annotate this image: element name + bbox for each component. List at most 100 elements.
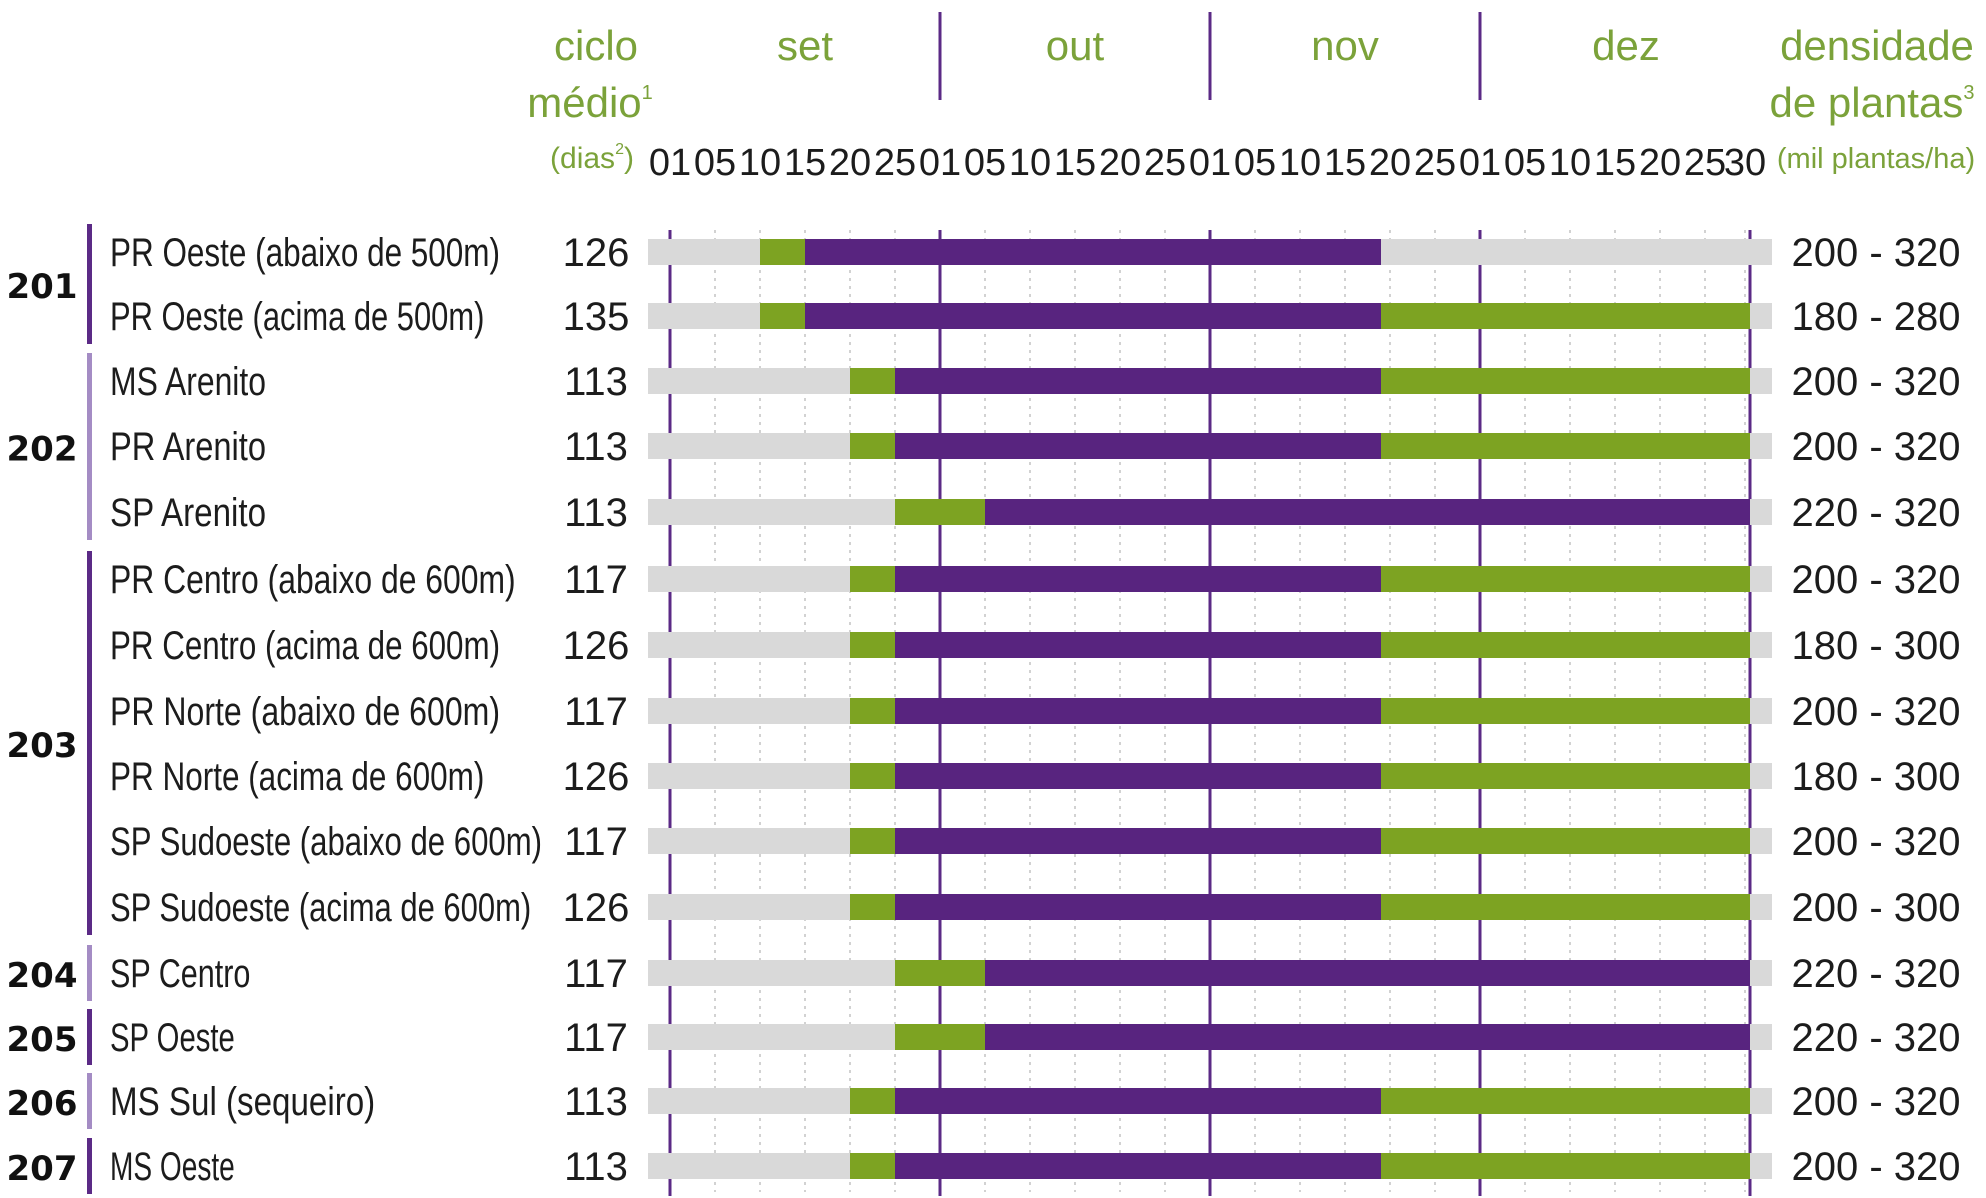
tick-label: 20	[1099, 142, 1141, 184]
ciclo-value: 117	[564, 690, 628, 734]
preferred-window-bar	[895, 763, 1381, 789]
region-label: SP Oeste	[110, 1016, 235, 1060]
tick-label: 30	[1724, 142, 1766, 184]
ciclo-value: 113	[564, 360, 628, 404]
ciclo-header-line1: ciclo	[554, 22, 638, 69]
group-bracket	[87, 1009, 92, 1065]
month-label-nov: nov	[1311, 22, 1379, 69]
bar-row: PR Arenito 113 200 - 320	[110, 425, 1961, 469]
tick-label: 01	[1189, 142, 1231, 184]
preferred-window-bar	[985, 499, 1750, 525]
region-label: PR Centro (abaixo de 600m)	[110, 558, 516, 602]
group-bracket	[87, 945, 92, 1001]
bar-row: SP Centro 117 220 - 320	[110, 952, 1961, 996]
group-label: 203	[7, 726, 78, 766]
tick-label: 05	[964, 142, 1006, 184]
region-label: MS Sul (sequeiro)	[110, 1080, 375, 1124]
preferred-window-bar	[895, 433, 1381, 459]
ciclo-value: 113	[564, 1080, 628, 1124]
ciclo-value: 135	[563, 295, 630, 339]
group-bracket	[87, 224, 92, 344]
tick-label: 15	[784, 142, 826, 184]
densidade-value: 180 - 300	[1791, 755, 1960, 799]
region-label: SP Centro	[110, 952, 250, 996]
tick-label: 01	[649, 142, 691, 184]
preferred-window-bar	[805, 303, 1381, 329]
densidade-value: 180 - 300	[1791, 624, 1960, 668]
densidade-value: 200 - 320	[1791, 360, 1960, 404]
tick-label: 25	[1144, 142, 1186, 184]
group-label: 205	[7, 1020, 78, 1060]
group-label: 204	[7, 956, 78, 996]
region-label: PR Norte (acima de 600m)	[110, 755, 484, 799]
preferred-window-bar	[895, 1153, 1381, 1179]
bar-row: PR Norte (acima de 600m) 126 180 - 300	[110, 755, 1961, 799]
grid	[668, 12, 1752, 1196]
preferred-window-bar	[895, 894, 1381, 920]
densidade-value: 220 - 320	[1791, 952, 1960, 996]
tick-label: 20	[1369, 142, 1411, 184]
region-label: PR Centro (acima de 600m)	[110, 624, 500, 668]
ciclo-value: 126	[563, 624, 630, 668]
ciclo-value: 117	[564, 820, 628, 864]
bar-row: MS Sul (sequeiro) 113 200 - 320	[110, 1080, 1961, 1124]
densidade-value: 200 - 320	[1791, 425, 1960, 469]
tick-label: 15	[1594, 142, 1636, 184]
region-label: SP Sudoeste (acima de 600m)	[110, 886, 531, 930]
densidade-header-line2: de plantas3	[1770, 79, 1975, 126]
densidade-value: 200 - 300	[1791, 886, 1960, 930]
bar-row: PR Oeste (abaixo de 500m) 126 200 - 320	[110, 231, 1961, 275]
ciclo-value: 126	[563, 886, 630, 930]
bar-row: MS Arenito 113 200 - 320	[110, 360, 1961, 404]
tick-label: 10	[1009, 142, 1051, 184]
region-label: MS Oeste	[110, 1145, 235, 1189]
densidade-header-line3: (mil plantas/ha)	[1777, 143, 1975, 175]
month-label-out: out	[1046, 22, 1105, 69]
ciclo-value: 113	[564, 491, 628, 535]
ciclo-value: 117	[564, 952, 628, 996]
bar-row: PR Centro (abaixo de 600m) 117 200 - 320	[110, 558, 1961, 602]
region-label: SP Arenito	[110, 491, 266, 535]
tick-label: 01	[1459, 142, 1501, 184]
densidade-value: 220 - 320	[1791, 1016, 1960, 1060]
bar-row: SP Sudoeste (acima de 600m) 126 200 - 300	[110, 886, 1961, 930]
group-bracket	[87, 1138, 92, 1194]
preferred-window-bar	[895, 698, 1381, 724]
region-label: SP Sudoeste (abaixo de 600m)	[110, 820, 542, 864]
group-labels: 201 202 203 204 205 206 207	[7, 224, 92, 1194]
densidade-value: 200 - 320	[1791, 231, 1960, 275]
preferred-window-bar	[895, 828, 1381, 854]
ciclo-value: 126	[563, 231, 630, 275]
densidade-value: 200 - 320	[1791, 558, 1960, 602]
month-labels: set out nov dez	[777, 22, 1660, 69]
preferred-window-bar	[895, 1088, 1381, 1114]
region-label: PR Norte (abaixo de 600m)	[110, 690, 500, 734]
ciclo-value: 126	[563, 755, 630, 799]
bar-rows: PR Oeste (abaixo de 500m) 126 200 - 320PR …	[110, 231, 1961, 1189]
group-label: 202	[7, 430, 78, 470]
bar-row: MS Oeste 113 200 - 320	[110, 1145, 1961, 1189]
group-label: 207	[7, 1149, 78, 1189]
region-label: PR Oeste (abaixo de 500m)	[110, 231, 500, 275]
preferred-window-bar	[895, 368, 1381, 394]
tick-label: 25	[1684, 142, 1726, 184]
group-bracket	[87, 1073, 92, 1129]
densidade-value: 200 - 320	[1791, 820, 1960, 864]
month-label-dez: dez	[1592, 22, 1660, 69]
tick-label: 25	[874, 142, 916, 184]
bar-row: SP Oeste 117 220 - 320	[110, 1016, 1961, 1060]
tick-label: 15	[1324, 142, 1366, 184]
preferred-window-bar	[895, 632, 1381, 658]
ciclo-value: 113	[564, 1145, 628, 1189]
ciclo-value: 117	[564, 558, 628, 602]
tick-label: 10	[1279, 142, 1321, 184]
group-label: 206	[7, 1084, 78, 1124]
region-label: PR Oeste (acima de 500m)	[110, 295, 484, 339]
densidade-value: 180 - 280	[1791, 295, 1960, 339]
bar-row: PR Norte (abaixo de 600m) 117 200 - 320	[110, 690, 1961, 734]
bar-row: SP Arenito 113 220 - 320	[110, 491, 1961, 535]
tick-labels: 01 05 10 15 20 25 01 05 10 15 20 25 01 05 10 15 20 25 01 05…	[649, 142, 1766, 184]
preferred-window-bar	[985, 960, 1750, 986]
densidade-value: 200 - 320	[1791, 690, 1960, 734]
